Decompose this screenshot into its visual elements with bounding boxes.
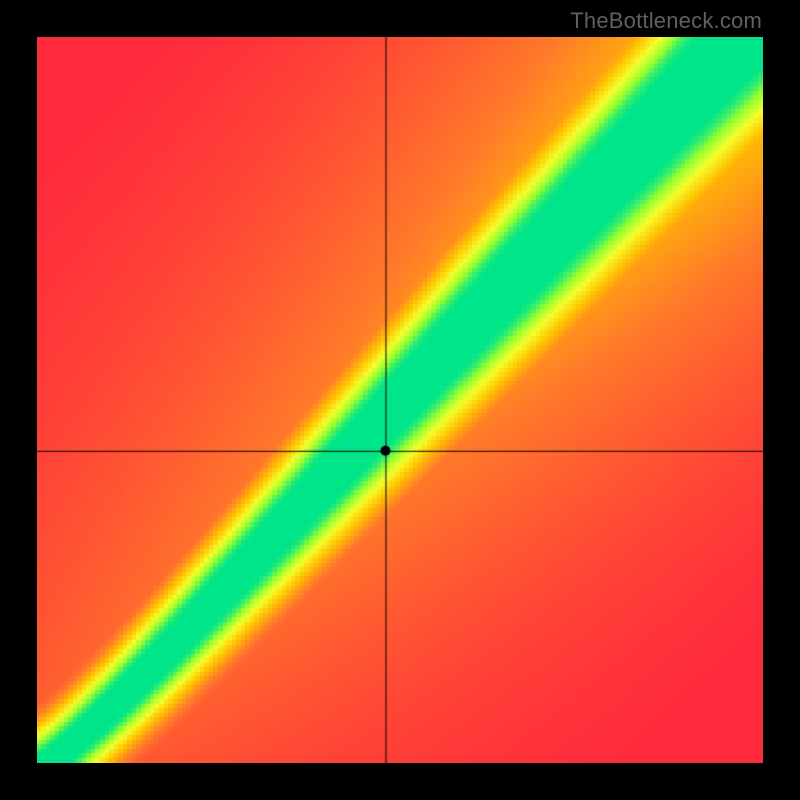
watermark-text: TheBottleneck.com — [570, 8, 762, 34]
bottleneck-heatmap — [37, 37, 763, 763]
